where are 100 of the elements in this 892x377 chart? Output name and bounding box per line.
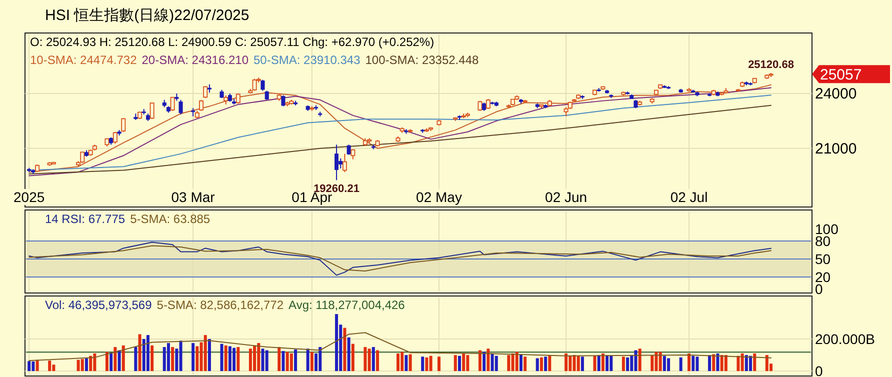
bar	[626, 357, 630, 372]
bar	[425, 357, 428, 372]
candlestick	[80, 151, 85, 164]
bar	[282, 351, 285, 372]
bar	[622, 356, 625, 372]
candlestick	[121, 118, 126, 132]
bar	[372, 347, 375, 372]
bar	[548, 355, 552, 372]
bar	[335, 314, 338, 372]
bar	[524, 356, 527, 372]
bar	[740, 353, 744, 372]
ref-line-label: Avg: 118,277,004,426	[288, 298, 406, 312]
bar	[146, 335, 150, 372]
bar	[716, 353, 720, 372]
bar	[278, 347, 281, 372]
bar	[593, 356, 596, 372]
bar	[650, 355, 654, 372]
bar	[568, 356, 572, 372]
bar	[601, 353, 604, 372]
text: 25057	[820, 66, 862, 84]
bar	[396, 353, 400, 372]
bar	[515, 352, 518, 372]
chart-title: HSI 恒生指數(日線)22/07/2025	[45, 7, 250, 24]
bar	[290, 353, 293, 372]
bar	[400, 352, 404, 372]
bar	[294, 349, 298, 372]
bar	[220, 344, 224, 372]
bar	[142, 339, 146, 372]
bar	[52, 364, 56, 372]
y-tick-label: 0	[815, 362, 823, 377]
bar	[667, 358, 670, 372]
bar	[507, 355, 510, 372]
x-tick-label: 02 Jul	[670, 189, 708, 205]
bar	[749, 356, 752, 372]
bar	[662, 356, 666, 372]
bar	[765, 355, 768, 372]
bar	[736, 356, 740, 372]
candlestick	[252, 78, 257, 92]
bar	[310, 352, 314, 372]
bar	[204, 335, 207, 372]
y-tick-label: 50	[815, 250, 831, 267]
bar	[192, 343, 195, 372]
bar	[93, 353, 96, 372]
bar	[610, 356, 613, 372]
bar	[572, 355, 576, 372]
series-label: Vol: 46,395,973,569	[45, 298, 152, 312]
bar	[84, 358, 88, 372]
candlestick	[486, 98, 490, 110]
bar	[696, 356, 699, 372]
bar	[150, 345, 154, 372]
bar	[462, 353, 466, 372]
candlestick	[342, 153, 347, 173]
bar	[162, 347, 166, 372]
x-tick-label: 02 Jun	[545, 189, 588, 205]
y-tick-label: 24000	[815, 86, 857, 103]
candlestick	[199, 99, 204, 112]
bar	[48, 360, 52, 372]
bar	[376, 350, 380, 372]
bar	[576, 356, 580, 372]
bar	[744, 355, 748, 372]
bar	[634, 350, 638, 372]
line-series	[28, 332, 772, 362]
bar	[253, 345, 256, 372]
candlestick	[178, 99, 183, 116]
candlestick	[334, 144, 339, 181]
bar	[511, 353, 514, 372]
bar	[753, 353, 756, 372]
bar	[257, 343, 260, 372]
bar	[536, 358, 539, 372]
series-label: 5-SMA: 63.885	[130, 212, 210, 226]
bar	[110, 352, 113, 372]
candlestick	[170, 96, 175, 112]
bar	[486, 348, 490, 372]
series-label: 14 RSI: 67.775	[45, 212, 126, 226]
bar	[171, 347, 174, 372]
bar	[658, 352, 662, 372]
bar	[208, 339, 211, 372]
bar	[437, 356, 440, 372]
bar	[606, 355, 609, 372]
bar	[540, 357, 543, 372]
bar	[580, 356, 584, 372]
annotation: 25120.68	[748, 59, 794, 72]
candlestick	[478, 100, 482, 112]
bar	[80, 359, 84, 372]
bar	[261, 348, 264, 372]
candlestick	[350, 148, 356, 160]
bar	[404, 355, 408, 372]
annotation: O: 25024.93 H: 25120.68 L: 24900.59 C: 25057.11 Chg: +62.970 (+0.252%)	[30, 35, 434, 49]
bar	[179, 340, 182, 372]
bar	[482, 352, 486, 372]
bar	[408, 354, 412, 372]
line-series	[28, 245, 772, 272]
bar	[519, 354, 522, 372]
candlestick	[236, 93, 240, 104]
bar	[368, 348, 371, 372]
bar	[351, 344, 354, 372]
y-tick-label: 100	[815, 220, 839, 237]
bar	[688, 353, 691, 372]
bar	[692, 356, 695, 372]
y-tick-label: 200.000B	[815, 330, 875, 347]
